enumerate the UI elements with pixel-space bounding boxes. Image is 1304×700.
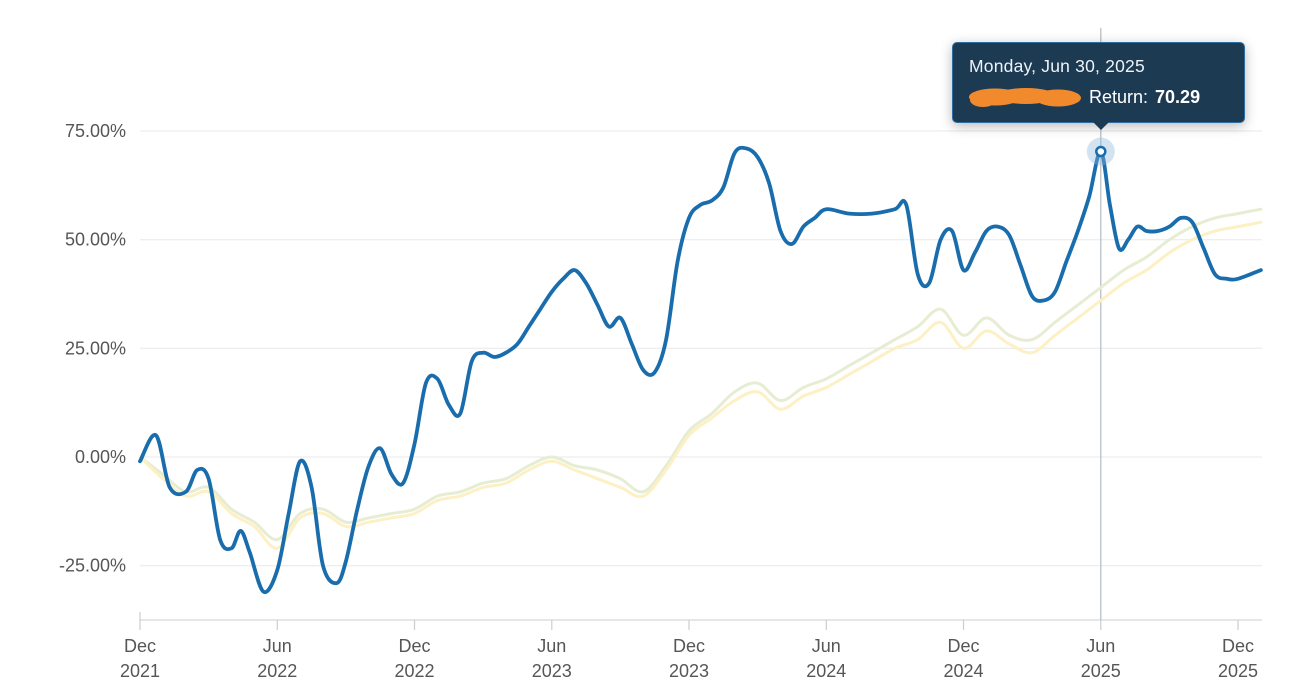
tooltip-value-row: Return: 70.29 [969,86,1226,108]
x-axis-tick-label-year: 2023 [669,661,709,681]
series-line-benchmark-a [138,207,1263,542]
x-axis-tick-label-year: 2025 [1218,661,1258,681]
x-axis-tick-label-month: Dec [1222,636,1254,656]
x-axis-tick-label-year: 2023 [532,661,572,681]
y-axis-tick-label: 50.00% [65,230,126,250]
x-axis-tick-label-year: 2024 [943,661,983,681]
x-axis-tick-label-year: 2022 [257,661,297,681]
tooltip-date: Monday, Jun 30, 2025 [969,56,1145,76]
y-axis-tick-label: 0.00% [75,447,126,467]
x-axis-tick-label-year: 2022 [394,661,434,681]
series-line-main-return [138,145,1263,595]
tooltip-metric-label: Return: [1089,86,1149,107]
x-axis-tick-label-month: Jun [263,636,292,656]
x-axis-tick-label-year: 2021 [120,661,160,681]
x-axis-tick-label-year: 2025 [1081,661,1121,681]
x-axis-tick-label-month: Jun [812,636,841,656]
y-axis-tick-label: -25.00% [59,556,126,576]
y-axis-tick-label: 75.00% [65,121,126,141]
x-axis-tick-label-month: Dec [398,636,430,656]
series-line-benchmark-b [138,220,1263,550]
redaction-scribble [969,88,1081,107]
y-axis-tick-label: 25.00% [65,338,126,358]
tooltip-metric-value: 70.29 [1155,86,1201,107]
hover-point-marker[interactable] [1095,145,1107,158]
x-axis-tick-label-month: Jun [537,636,566,656]
x-axis-tick-label-year: 2024 [806,661,846,681]
x-axis-tick-label-month: Dec [124,636,156,656]
x-axis-tick-label-month: Jun [1086,636,1115,656]
chart-tooltip: Monday, Jun 30, 2025 Return: 70.29 [952,42,1245,130]
x-axis-tick-label-month: Dec [673,636,705,656]
x-axis-tick-label-month: Dec [947,636,979,656]
